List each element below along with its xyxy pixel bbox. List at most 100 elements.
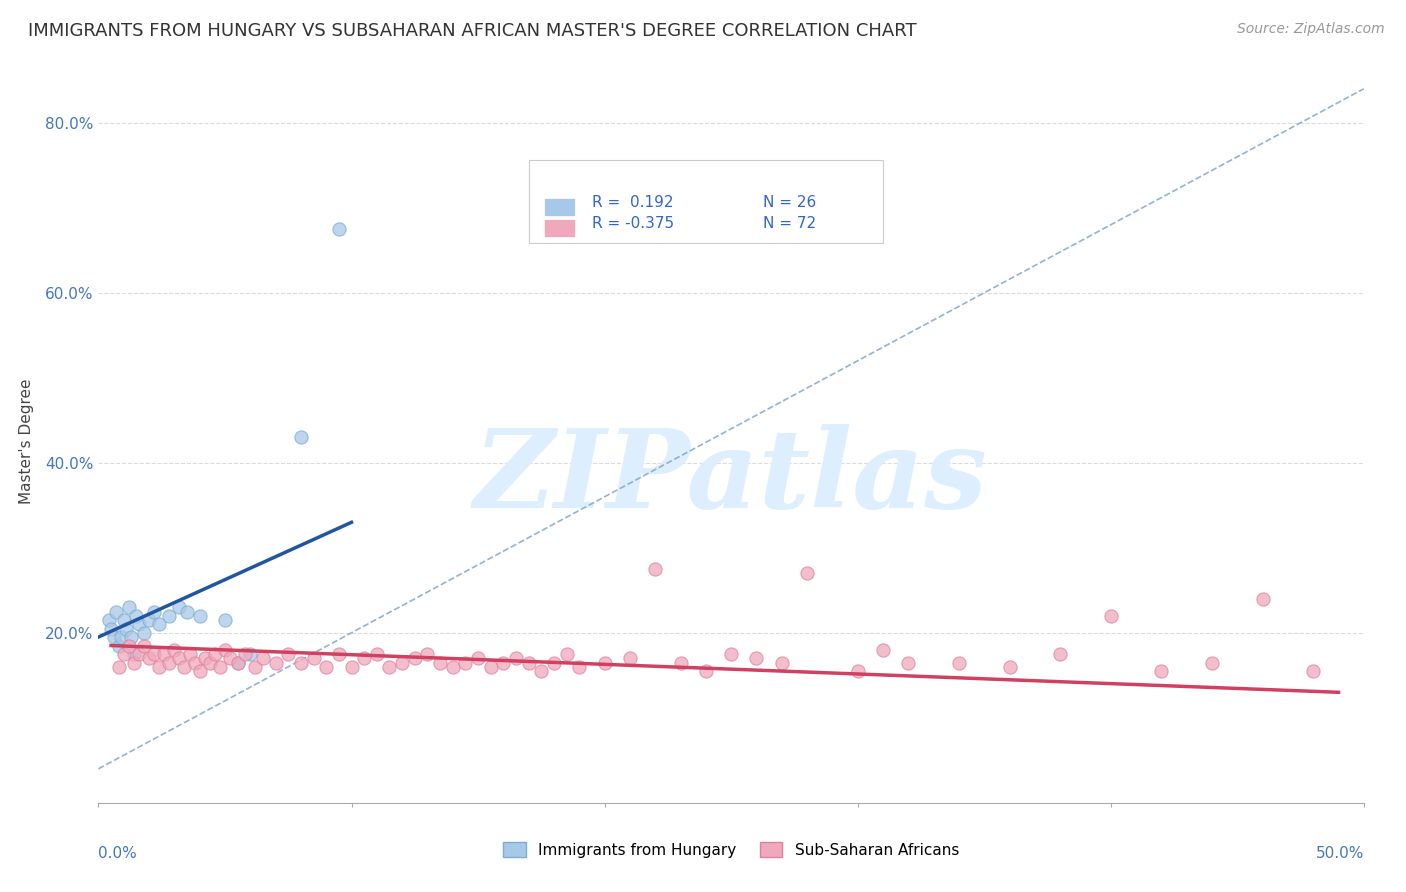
Point [353,651,375,665]
Point [479,660,502,674]
Point [454,656,477,670]
Point [948,656,970,670]
Point [163,642,186,657]
Point [125,608,148,623]
Point [245,660,267,674]
Point [897,656,920,670]
Point [188,664,211,678]
Point [644,562,666,576]
Point [264,656,287,670]
Text: 50.0%: 50.0% [1316,847,1364,861]
Point [188,608,211,623]
Point [328,647,350,661]
Point [555,647,578,661]
Point [132,639,155,653]
Point [128,617,150,632]
Point [302,651,325,665]
FancyBboxPatch shape [544,219,575,237]
Point [290,430,312,444]
Point [148,660,170,674]
Point [122,656,145,670]
Point [112,647,135,661]
Text: R = -0.375: R = -0.375 [592,217,673,231]
FancyBboxPatch shape [544,198,575,216]
Point [100,622,122,636]
Point [194,651,217,665]
Point [208,660,231,674]
Point [115,622,138,636]
Point [179,647,201,661]
Point [441,660,464,674]
Point [122,647,145,661]
Point [378,660,401,674]
Point [416,647,439,661]
Point [315,660,337,674]
Point [391,656,413,670]
Point [214,642,236,657]
Point [593,656,616,670]
Point [226,656,249,670]
Point [226,656,249,670]
Point [543,656,565,670]
Point [328,222,350,236]
Point [169,600,191,615]
Point [568,660,591,674]
Point [169,651,191,665]
Point [214,613,236,627]
Point [695,664,717,678]
Point [176,605,198,619]
Point [252,651,274,665]
Text: ZIPatlas: ZIPatlas [474,424,988,532]
Point [118,600,141,615]
Point [290,656,312,670]
Point [120,630,142,644]
Point [505,651,527,665]
Point [118,639,141,653]
Point [204,647,226,661]
Point [148,617,170,632]
Point [1251,591,1274,606]
Point [492,656,515,670]
Text: 0.0%: 0.0% [98,847,138,861]
Point [138,651,160,665]
Point [277,647,299,661]
FancyBboxPatch shape [529,160,883,243]
Point [720,647,742,661]
Point [745,651,768,665]
Point [107,660,129,674]
Point [340,660,363,674]
Legend: Immigrants from Hungary, Sub-Saharan Africans: Immigrants from Hungary, Sub-Saharan Afr… [498,836,965,863]
Text: IMMIGRANTS FROM HUNGARY VS SUBSAHARAN AFRICAN MASTER'S DEGREE CORRELATION CHART: IMMIGRANTS FROM HUNGARY VS SUBSAHARAN AF… [28,22,917,40]
Text: N = 26: N = 26 [762,194,815,210]
Point [183,656,205,670]
Point [97,613,120,627]
Text: Source: ZipAtlas.com: Source: ZipAtlas.com [1237,22,1385,37]
Point [619,651,641,665]
Point [143,605,166,619]
Point [239,647,262,661]
Point [404,651,426,665]
Text: N = 72: N = 72 [762,217,815,231]
Point [157,608,180,623]
Point [1049,647,1071,661]
Point [173,660,195,674]
Point [1150,664,1173,678]
Point [138,613,160,627]
Text: R =  0.192: R = 0.192 [592,194,673,210]
Point [517,656,540,670]
Point [107,639,129,653]
Point [1302,664,1324,678]
Point [219,651,242,665]
Point [530,664,553,678]
Point [429,656,451,670]
Point [112,613,135,627]
Point [846,664,869,678]
Point [770,656,793,670]
Point [998,660,1021,674]
Point [103,630,125,644]
Point [128,647,150,661]
Point [669,656,692,670]
Point [1201,656,1223,670]
Point [366,647,388,661]
Point [105,605,128,619]
